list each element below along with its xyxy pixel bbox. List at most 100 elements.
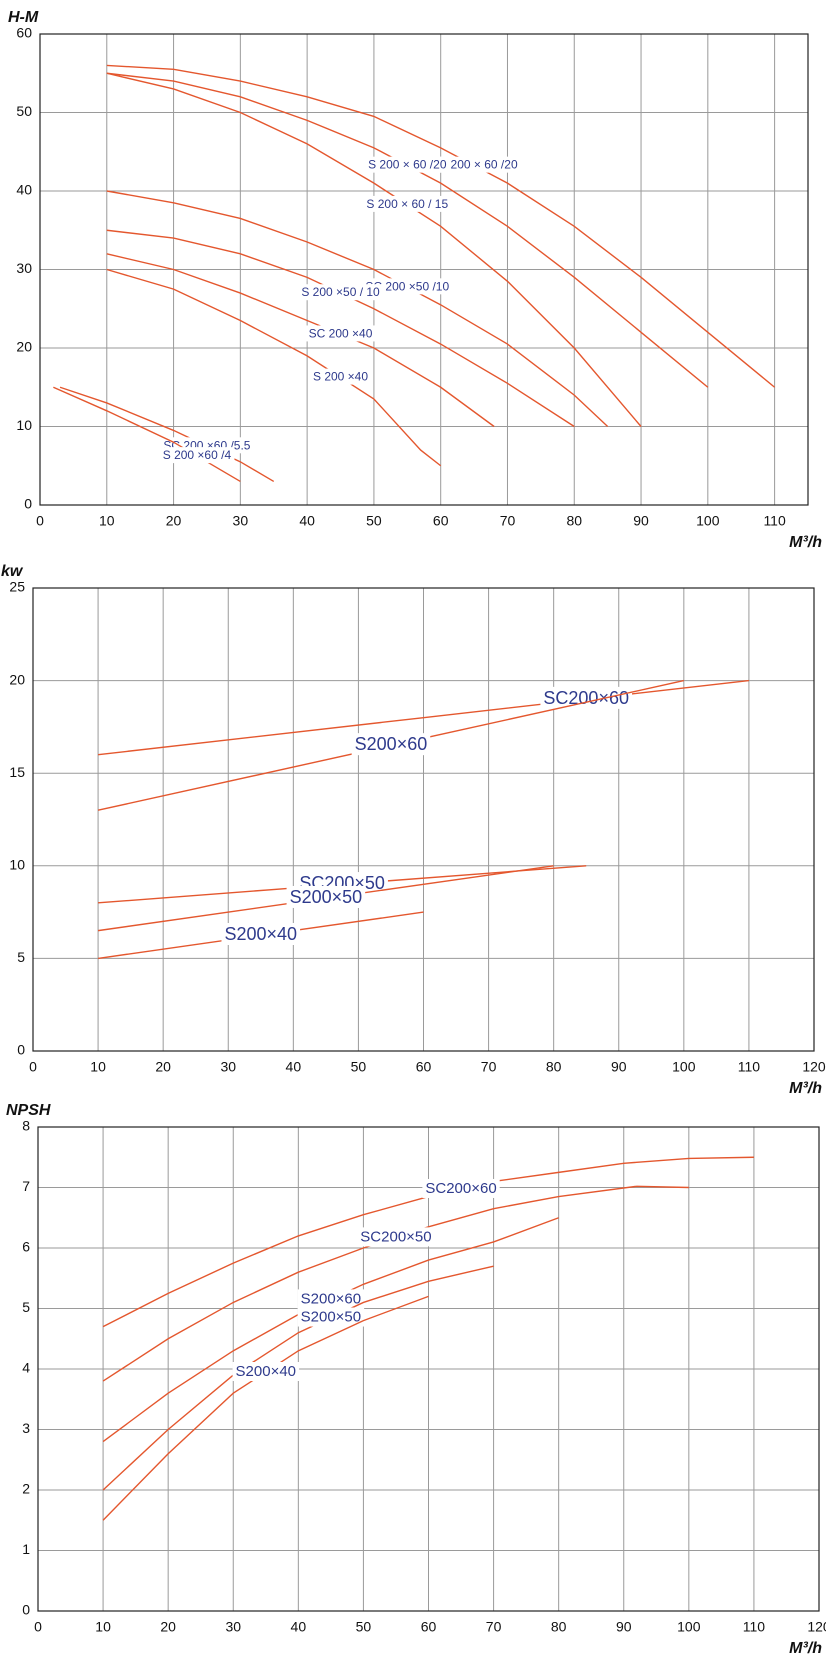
x-tick-label: 0 [29,1059,37,1075]
curve-label: SC 200 ×50 /10 [365,279,449,293]
curve-label-bg [297,1289,365,1309]
curve [106,268,442,467]
curve [53,386,241,483]
y-axis-title: NPSH [6,1102,51,1119]
x-tick-label: 60 [433,513,449,529]
y-tick-label: 7 [22,1178,30,1194]
x-tick-label: 110 [738,1059,761,1075]
y-tick-label: 25 [9,579,25,595]
x-tick-label: 40 [299,513,315,529]
curve-label-group: SC 200 × 60 /20 [427,156,521,173]
curve-label-group: S200×50 [286,885,366,908]
x-tick-label: 10 [95,1619,111,1635]
curve-label-group: S 200 ×40 [309,368,372,385]
curve-label-bg [232,1361,300,1381]
curve-label-bg [362,278,453,295]
x-tick-label: 120 [807,1619,826,1635]
curve-label: S 200 ×40 [313,370,368,384]
x-tick-label: 100 [677,1619,701,1635]
x-tick-label: 30 [233,513,249,529]
y-tick-label: 30 [16,260,32,276]
x-tick-label: 0 [34,1619,42,1635]
y-tick-label: 5 [22,1299,30,1315]
x-tick-label: 90 [611,1059,627,1075]
curve-label: S200×40 [225,924,298,944]
y-tick-label: 2 [22,1481,30,1497]
x-tick-label: 100 [672,1059,696,1075]
curve-label-group: S 200 ×60 /4 [159,447,235,464]
curve-label-group: SC 200 ×40 [305,325,376,342]
y-tick-label: 0 [22,1602,30,1618]
y-tick-label: 10 [16,417,32,433]
curve-label-group: SC200×60 [422,1178,500,1198]
curve-label: S 200 × 60 /20 [368,158,447,172]
curve-label-bg [540,686,632,709]
x-tick-label: 30 [225,1619,241,1635]
curve-label: S200×60 [355,734,428,754]
y-axis-title: kw [1,563,24,580]
y-tick-label: 3 [22,1420,30,1436]
y-tick-label: 10 [9,857,25,873]
curve [106,190,609,428]
y-tick-label: 50 [16,103,32,119]
curve-label: S 200 × 60 / 15 [366,197,448,211]
curve-label: SC 200 ×40 [309,326,373,340]
x-tick-label: 70 [481,1059,497,1075]
curve-label: S 200 ×50 / 10 [301,285,380,299]
x-tick-label: 80 [551,1619,567,1635]
plot-frame [37,1126,820,1612]
curve-label: SC200×60 [543,688,629,708]
y-axis-title: H-M [8,9,39,26]
x-tick-label: 60 [416,1059,432,1075]
x-tick-label: 30 [220,1059,236,1075]
curve-label: S200×60 [301,1290,361,1307]
y-tick-label: 15 [9,764,25,780]
x-tick-label: 20 [160,1619,176,1635]
x-tick-label: 110 [743,1619,766,1635]
curve-label-group: SC200×60 [540,686,632,709]
x-axis-title: M³/h [789,1640,822,1657]
x-tick-label: 100 [696,513,720,529]
y-tick-label: 5 [17,949,25,965]
curve [98,679,749,756]
curve-label-group: SC200×50 [357,1227,435,1247]
curve [102,1265,494,1491]
y-tick-label: 20 [16,339,32,355]
curve-label-bg [351,733,431,756]
curve-label-group: S 200 ×50 / 10 [298,284,384,301]
curve-label: S200×50 [290,887,363,907]
x-tick-label: 40 [291,1619,307,1635]
curve-label-group: S200×60 [297,1289,365,1309]
y-tick-label: 20 [9,671,25,687]
y-tick-label: 40 [16,182,32,198]
y-tick-label: 8 [22,1118,30,1134]
x-tick-label: 0 [36,513,44,529]
x-tick-label: 50 [356,1619,372,1635]
curve-label-bg [305,325,376,342]
curve [106,72,642,427]
x-tick-label: 80 [546,1059,562,1075]
x-axis-title: M³/h [789,1080,822,1097]
curve-label-group: S200×40 [232,1361,300,1381]
curve-label-bg [427,156,521,173]
curve-label-bg [363,195,452,212]
curve-label-group: SC 200 ×50 /10 [362,278,453,295]
curve-label-bg [298,284,384,301]
plot-frame [32,587,815,1052]
curve [106,64,776,388]
x-axis-title: M³/h [789,534,822,551]
curve-label-group: S200×60 [351,733,431,756]
x-tick-label: 50 [351,1059,367,1075]
plot-frame [39,33,809,506]
curve-label-group: S200×40 [221,923,301,945]
x-tick-label: 70 [500,513,516,529]
curve-label-bg [297,1307,365,1327]
x-tick-label: 90 [616,1619,632,1635]
curve-label-bg [357,1227,435,1247]
curve-label: S200×50 [301,1309,361,1326]
x-tick-label: 120 [802,1059,826,1075]
curve-label-bg [365,156,450,173]
x-tick-label: 50 [366,513,382,529]
x-tick-label: 20 [166,513,182,529]
